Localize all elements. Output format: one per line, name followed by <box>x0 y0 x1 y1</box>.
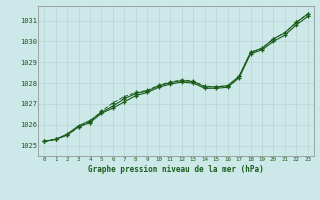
X-axis label: Graphe pression niveau de la mer (hPa): Graphe pression niveau de la mer (hPa) <box>88 165 264 174</box>
